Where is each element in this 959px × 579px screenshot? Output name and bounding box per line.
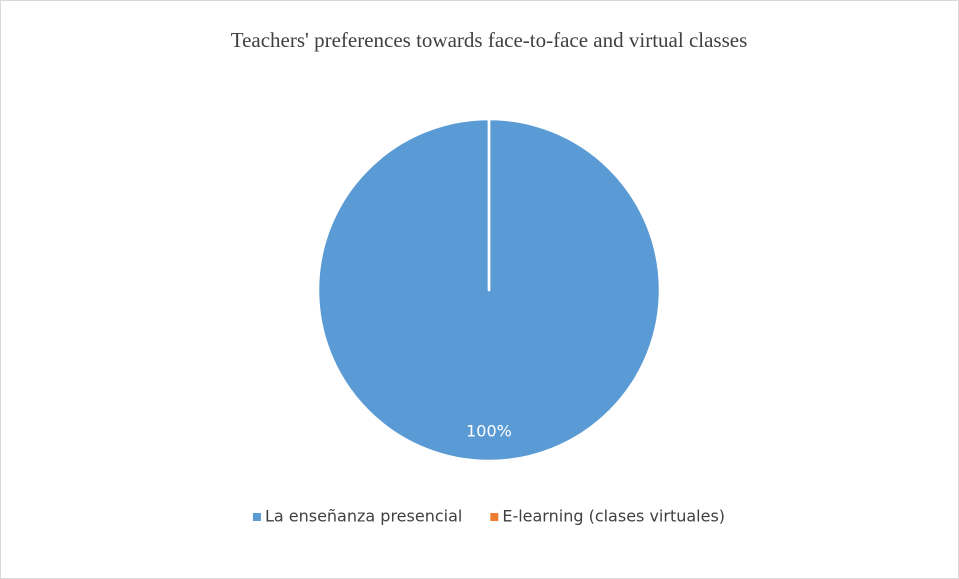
chart-title: Teachers' preferences towards face-to-fa… xyxy=(231,28,748,52)
data-label: 100% xyxy=(466,421,512,440)
legend-label: La enseñanza presencial xyxy=(265,507,462,526)
legend-label: E-learning (clases virtuales) xyxy=(502,507,725,526)
legend-swatch xyxy=(252,513,261,521)
legend-swatch xyxy=(490,513,499,521)
